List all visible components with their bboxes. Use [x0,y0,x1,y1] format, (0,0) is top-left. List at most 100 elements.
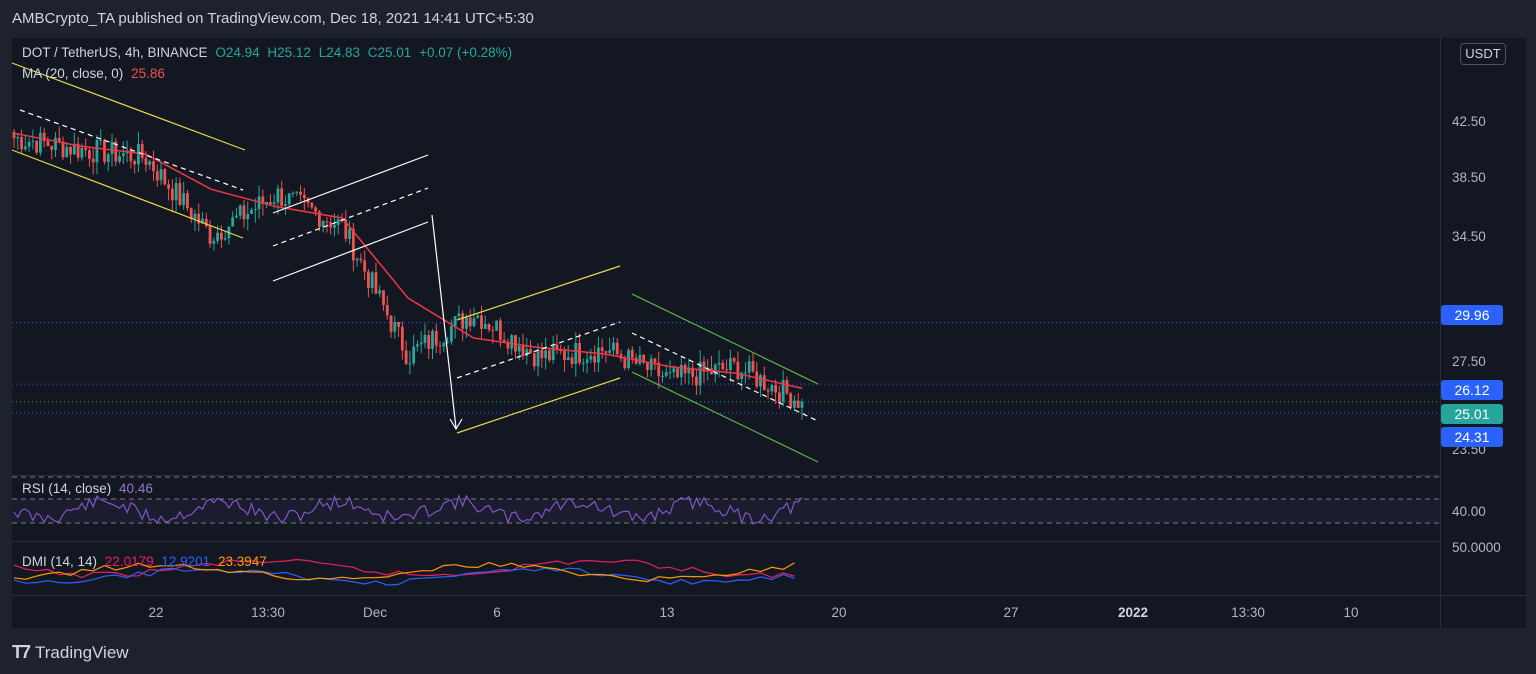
candle-body [532,353,536,367]
candle-body [483,324,487,329]
time-tick-label: 22 [148,605,164,620]
candle-body [615,342,619,355]
candle-body [359,258,363,261]
candle-body [487,324,491,330]
candle-body [732,358,736,362]
candle-body [649,358,653,370]
rsi-band [12,499,1440,523]
candle-body [31,141,35,143]
ma-value: 25.86 [131,66,165,81]
candle-body [155,171,159,181]
candle-body [498,320,502,340]
publish-header: AMBCrypto_TA published on TradingView.co… [0,0,1536,38]
candle-body [57,137,61,142]
dmi-plus-value: 22.0179 [104,554,154,569]
candle-body [578,343,581,363]
candle-body [566,357,570,361]
dmi-legend: DMI (14, 14) 22.0179 12.9201 23.3947 [22,554,271,569]
candle-body [612,342,615,351]
candle-body [235,215,238,218]
candle-body [193,213,197,219]
dmi-line-1 [13,567,795,586]
candle-body [159,168,163,181]
candle-body [502,339,506,342]
candle-body [755,371,759,387]
chart-frame[interactable] [12,38,1526,628]
candle-body [204,218,208,227]
candle-body [144,158,148,165]
symbol-label[interactable]: DOT / TetherUS, 4h, BINANCE [22,45,208,60]
candle-body [465,317,468,329]
candle-body [600,347,604,352]
currency-button[interactable]: USDT [1460,43,1506,65]
candle-body [623,358,627,369]
price-badge: 24.31 [1441,427,1503,447]
candle-body [72,143,76,155]
candle-body [679,364,683,378]
time-tick-label: 10 [1343,605,1359,620]
candle-body [585,359,589,363]
candle-body [774,385,778,393]
candle-body [385,304,389,316]
channel-line-green [631,371,819,463]
tradingview-logo-icon: T7 [12,642,31,662]
candle-body [314,207,318,212]
candle-body [295,191,299,193]
channel-line-yellow [11,62,246,151]
price-tick-label: 34.50 [1452,229,1486,244]
candle-body [212,240,216,244]
candle-body [91,158,95,163]
candle-body [728,358,732,371]
rsi-label[interactable]: RSI (14, close) [22,481,112,496]
time-tick-label: 6 [493,605,501,620]
pane-separator-dmi[interactable] [12,541,1440,542]
candle-body [174,183,178,201]
price-badge: 26.12 [1441,380,1503,400]
channel-line-yellow [456,265,621,321]
candle-body [446,341,449,343]
candle-body [103,139,106,162]
candle-body [661,375,664,377]
candle-body [310,202,314,208]
candle-body [495,320,499,331]
candle-body [638,354,642,364]
candle-body [370,272,374,288]
candle-body [344,219,348,239]
candle-body [506,341,510,349]
candle-body [348,228,351,239]
candle-body [276,188,280,203]
candle-body [642,354,646,363]
candle-body [476,315,480,319]
candle-body [604,351,608,353]
channel-line-yellow [11,149,244,239]
ohlc-open: O24.94 [215,45,260,60]
candle-body [570,357,574,365]
candle-body [250,210,253,214]
candle-body [178,183,182,206]
candle-body [84,147,88,151]
time-tick-label: 20 [831,605,847,620]
candle-body [796,400,800,408]
candle-body [438,345,442,347]
ma-label[interactable]: MA (20, close, 0) [22,66,124,81]
dmi-label[interactable]: DMI (14, 14) [22,554,98,569]
indicator-tick-label: 50.0000 [1452,540,1501,555]
main-legend: DOT / TetherUS, 4h, BINANCE O24.94 H25.1… [22,45,516,60]
candle-body [529,349,532,354]
candle-body [110,141,114,155]
pane-separator-rsi[interactable] [12,475,1440,476]
candle-body [261,196,265,205]
channel-line-white [272,221,429,282]
candle-body [382,290,385,305]
channel-midline [631,332,819,422]
candle-body [246,213,250,220]
tradingview-brand[interactable]: T7 TradingView [12,642,129,663]
candle-body [12,131,16,139]
candle-body [480,315,483,329]
candle-body [793,400,796,408]
candle-body [555,344,559,350]
candle-body [61,141,65,158]
candle-body [672,368,676,372]
price-badge: 29.96 [1441,305,1503,325]
